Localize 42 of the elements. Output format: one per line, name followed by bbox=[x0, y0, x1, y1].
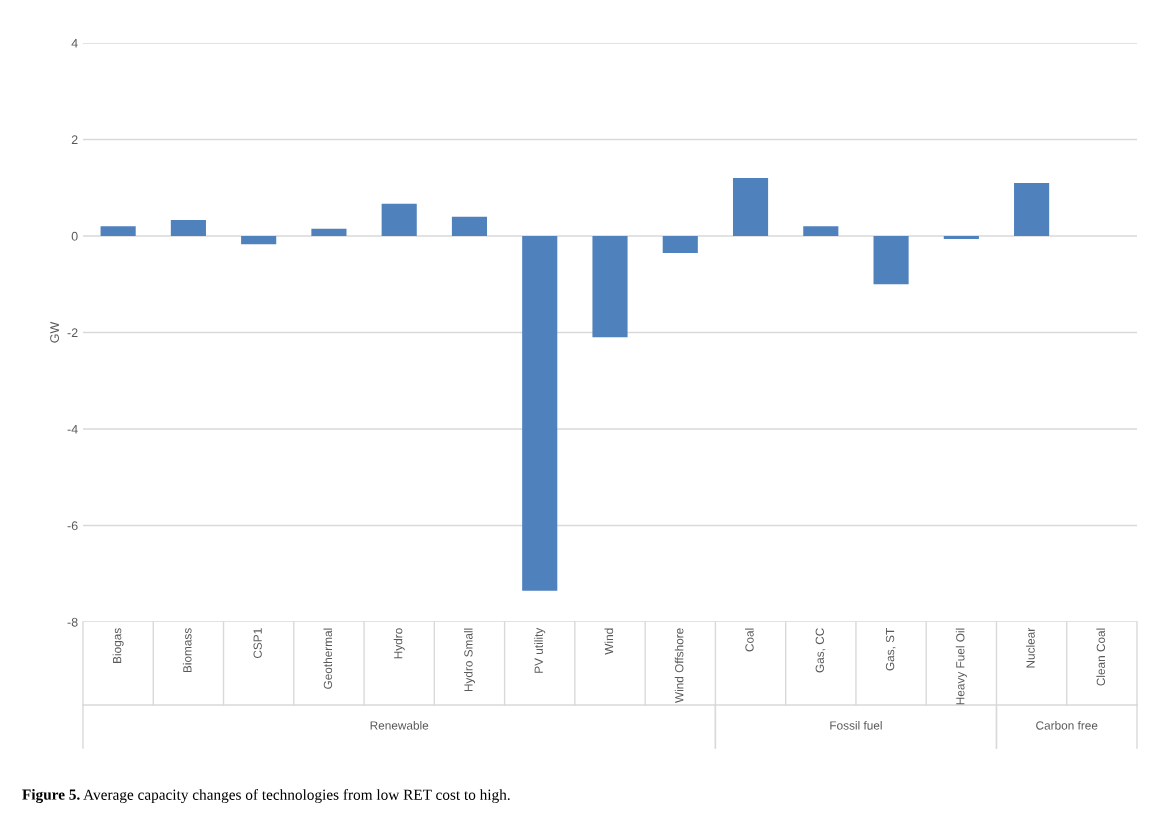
text: Average capacity changes of technologies from low RET cost to high. bbox=[83, 788, 510, 804]
y-tick-label: -2 bbox=[67, 328, 78, 338]
bar bbox=[451, 216, 488, 236]
x-tick-label: Heavy Fuel Oil bbox=[955, 628, 967, 705]
x-tick-label: Gas, ST bbox=[885, 628, 896, 671]
x-tick-label: Gas, CC bbox=[815, 628, 826, 673]
bar bbox=[803, 226, 839, 236]
bar bbox=[522, 236, 558, 591]
bar bbox=[873, 236, 909, 285]
bar bbox=[170, 220, 206, 236]
x-tick-label: CSP1 bbox=[253, 628, 262, 659]
bar bbox=[100, 226, 136, 236]
text: Carbon free bbox=[1036, 721, 1098, 730]
y-axis-title: GW bbox=[50, 321, 59, 343]
x-tick-label: Nuclear bbox=[1026, 627, 1035, 668]
x-tick-label: Coal bbox=[745, 628, 754, 652]
y-tick-label: 0 bbox=[71, 231, 78, 241]
y-tick-label: 2 bbox=[71, 135, 78, 145]
x-tick-label: Biomass bbox=[182, 628, 192, 673]
x-tick-label: Wind Offshore bbox=[674, 628, 684, 703]
y-tick-label: -8 bbox=[67, 617, 78, 627]
x-tick-label: Clean Coal bbox=[1096, 628, 1106, 686]
y-tick-label: 4 bbox=[71, 38, 78, 48]
x-tick-label: Wind bbox=[604, 628, 614, 655]
y-tick-label: -4 bbox=[67, 424, 78, 434]
bar bbox=[1014, 182, 1050, 236]
x-tick-label: PV utility bbox=[534, 627, 546, 673]
text: Fossil fuel bbox=[830, 721, 882, 730]
bar bbox=[662, 236, 698, 253]
bar bbox=[241, 236, 277, 245]
bar bbox=[943, 236, 979, 239]
bar bbox=[592, 236, 628, 338]
x-tick-label: Biogas bbox=[112, 628, 124, 663]
caption: Figure 5. bbox=[22, 789, 80, 803]
x-tick-label: Geothermal bbox=[323, 628, 333, 689]
bar bbox=[381, 203, 417, 236]
bar bbox=[732, 178, 769, 236]
bar bbox=[311, 228, 347, 236]
x-tick-label: Hydro Small bbox=[463, 628, 475, 692]
x-tick-label: Hydro bbox=[393, 628, 405, 659]
text: Renewable bbox=[370, 721, 429, 730]
y-tick-label: -6 bbox=[67, 521, 78, 531]
